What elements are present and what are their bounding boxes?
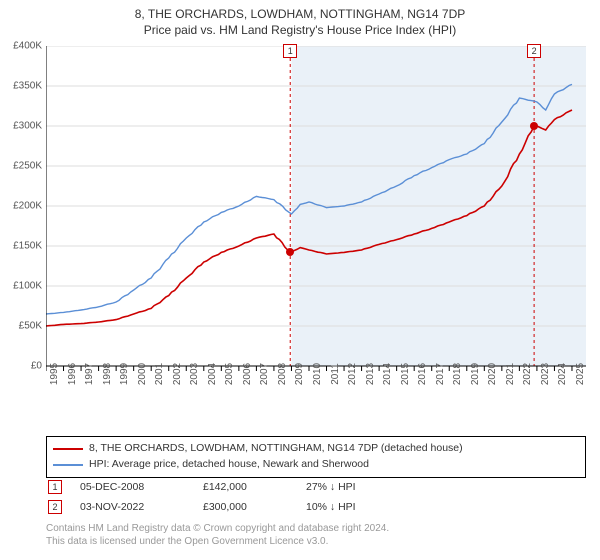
event-date: 03-NOV-2022 xyxy=(80,501,185,513)
x-tick-label: 2003 xyxy=(189,363,200,385)
legend-box: 8, THE ORCHARDS, LOWDHAM, NOTTINGHAM, NG… xyxy=(46,436,586,478)
line-chart-svg xyxy=(46,46,586,396)
footer-attribution: Contains HM Land Registry data © Crown c… xyxy=(46,522,389,548)
x-tick-label: 2022 xyxy=(522,363,533,385)
x-tick-label: 2010 xyxy=(312,363,323,385)
y-tick-label: £100K xyxy=(13,281,42,292)
event-date: 05-DEC-2008 xyxy=(80,481,185,493)
x-tick-label: 1996 xyxy=(67,363,78,385)
x-tick-label: 2007 xyxy=(259,363,270,385)
x-tick-label: 2013 xyxy=(365,363,376,385)
event-row-marker: 2 xyxy=(48,500,62,514)
x-tick-label: 2015 xyxy=(400,363,411,385)
x-tick-label: 2017 xyxy=(435,363,446,385)
legend-label: HPI: Average price, detached house, Newa… xyxy=(89,457,369,473)
event-table: 1 05-DEC-2008 £142,000 27% ↓ HPI 2 03-NOV-202… xyxy=(46,477,586,517)
legend-item: 8, THE ORCHARDS, LOWDHAM, NOTTINGHAM, NG… xyxy=(53,441,579,457)
x-tick-label: 2006 xyxy=(242,363,253,385)
y-tick-label: £50K xyxy=(19,321,42,332)
x-tick-label: 2024 xyxy=(557,363,568,385)
x-tick-label: 2008 xyxy=(277,363,288,385)
footer-line-1: Contains HM Land Registry data © Crown c… xyxy=(46,522,389,535)
y-tick-label: £200K xyxy=(13,201,42,212)
footer-line-2: This data is licensed under the Open Gov… xyxy=(46,535,389,548)
x-tick-label: 2018 xyxy=(452,363,463,385)
x-tick-label: 2011 xyxy=(330,363,341,385)
x-tick-label: 2023 xyxy=(540,363,551,385)
x-tick-label: 2021 xyxy=(505,363,516,385)
event-marker-box: 1 xyxy=(283,44,297,58)
x-tick-label: 1997 xyxy=(84,363,95,385)
legend-swatch xyxy=(53,464,83,466)
page-title: 8, THE ORCHARDS, LOWDHAM, NOTTINGHAM, NG… xyxy=(0,0,600,22)
event-dot xyxy=(530,122,538,130)
event-price: £142,000 xyxy=(203,481,288,493)
y-tick-label: £300K xyxy=(13,121,42,132)
event-price: £300,000 xyxy=(203,501,288,513)
event-row: 1 05-DEC-2008 £142,000 27% ↓ HPI xyxy=(46,477,586,497)
x-tick-label: 2012 xyxy=(347,363,358,385)
legend-swatch xyxy=(53,448,83,450)
y-tick-label: £0 xyxy=(31,361,42,372)
y-tick-label: £400K xyxy=(13,41,42,52)
event-delta: 10% ↓ HPI xyxy=(306,501,356,513)
event-dot xyxy=(286,248,294,256)
x-tick-label: 2025 xyxy=(575,363,586,385)
x-tick-label: 1998 xyxy=(102,363,113,385)
x-tick-label: 2001 xyxy=(154,363,165,385)
event-row: 2 03-NOV-2022 £300,000 10% ↓ HPI xyxy=(46,497,586,517)
page-subtitle: Price paid vs. HM Land Registry's House … xyxy=(0,22,600,37)
chart-area xyxy=(46,46,586,396)
x-tick-label: 2020 xyxy=(487,363,498,385)
y-tick-label: £250K xyxy=(13,161,42,172)
x-tick-label: 2014 xyxy=(382,363,393,385)
y-tick-label: £350K xyxy=(13,81,42,92)
x-tick-label: 2016 xyxy=(417,363,428,385)
event-delta: 27% ↓ HPI xyxy=(306,481,356,493)
x-tick-label: 1995 xyxy=(49,363,60,385)
chart-container: 8, THE ORCHARDS, LOWDHAM, NOTTINGHAM, NG… xyxy=(0,0,600,560)
x-tick-label: 2002 xyxy=(172,363,183,385)
legend-label: 8, THE ORCHARDS, LOWDHAM, NOTTINGHAM, NG… xyxy=(89,441,463,457)
x-tick-label: 2019 xyxy=(470,363,481,385)
x-tick-label: 2009 xyxy=(294,363,305,385)
event-row-marker: 1 xyxy=(48,480,62,494)
x-tick-label: 1999 xyxy=(119,363,130,385)
legend-item: HPI: Average price, detached house, Newa… xyxy=(53,457,579,473)
event-marker-box: 2 xyxy=(527,44,541,58)
x-tick-label: 2004 xyxy=(207,363,218,385)
x-tick-label: 2000 xyxy=(137,363,148,385)
x-tick-label: 2005 xyxy=(224,363,235,385)
y-tick-label: £150K xyxy=(13,241,42,252)
